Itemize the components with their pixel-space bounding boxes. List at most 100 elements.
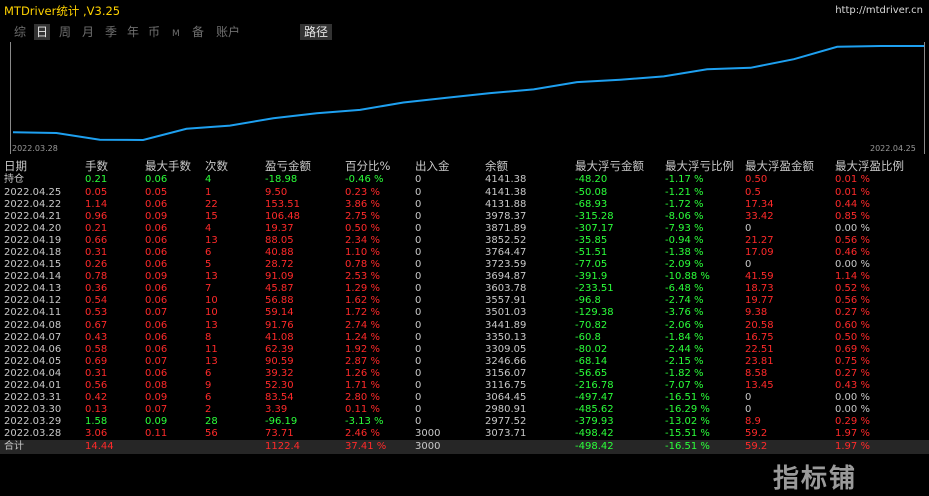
cell-max-lots: 0.07 [145,307,168,319]
cell-max-float-profit: 22.51 [745,343,774,355]
cell-pct: 1.92 % [345,343,380,355]
tab-day[interactable]: 日 [34,24,51,40]
app-url-link[interactable]: http://mtdriver.cn [835,5,923,16]
header-lots[interactable]: 手数 [85,159,108,173]
table-row[interactable]: 2022.04.18 0.31 0.06 6 40.88 1.10 % 0 3764.47 -5… [0,247,929,259]
cell-max-float-loss-pct: -16.29 % [665,404,710,416]
tab-quarter[interactable]: 季 [105,25,118,39]
cell-max-float-loss: -50.08 [575,186,608,198]
cell-date: 持仓 [4,174,24,185]
header-max-float-loss[interactable]: 最大浮亏金额 [575,159,644,173]
cell-max-float-loss: -233.51 [575,283,614,295]
table-row[interactable]: 2022.04.14 0.78 0.09 13 91.09 2.53 % 0 3694.87 -… [0,271,929,283]
table-row[interactable]: 2022.04.08 0.67 0.06 13 91.76 2.74 % 0 3441.89 -… [0,320,929,332]
header-pct[interactable]: 百分比% [345,159,391,173]
tab-year[interactable]: 年 [127,25,140,39]
chart-start-date: 2022.03.28 [12,144,58,153]
cell-trades: 13 [205,234,218,246]
header-pnl[interactable]: 盈亏金额 [265,159,311,173]
table-row[interactable]: 2022.04.05 0.69 0.07 13 90.59 2.87 % 0 3246.66 -… [0,356,929,368]
cell-pnl: 39.32 [265,367,294,379]
cell-max-float-loss-pct: -0.94 % [665,234,704,246]
cell-max-float-profit-pct: 0.27 % [835,307,870,319]
cell-lots: 0.31 [85,367,108,379]
cell-trades: 6 [205,367,212,379]
cell-trades: 6 [205,392,212,404]
cell-lots: 0.42 [85,392,108,404]
table-row[interactable]: 2022.04.13 0.36 0.06 7 45.87 1.29 % 0 3603.78 -2… [0,283,929,295]
table-row[interactable]: 2022.04.12 0.54 0.06 10 56.88 1.62 % 0 3557.91 -… [0,295,929,307]
table-row[interactable]: 2022.03.31 0.42 0.09 6 83.54 2.80 % 0 3064.45 -4… [0,392,929,404]
header-date[interactable]: 日期 [4,159,27,173]
table-row[interactable]: 2022.04.21 0.96 0.09 15 106.48 2.75 % 0 3978.37… [0,211,929,223]
cell-lots: 0.56 [85,380,108,391]
table-row[interactable]: 2022.03.29 1.58 0.09 28 -96.19 -3.13 % 0 2977.5… [0,416,929,428]
header-deposit[interactable]: 出入金 [415,159,450,173]
cell-deposit: 0 [415,283,422,295]
cell-pct: 0.50 % [345,222,380,234]
cell-trades: 7 [205,283,212,295]
tab-summary[interactable]: 综 [14,25,27,39]
table-row[interactable]: 2022.04.22 1.14 0.06 22 153.51 3.86 % 0 4131.88… [0,199,929,211]
cell-max-float-profit: 20.58 [745,319,774,331]
cell-date: 2022.04.05 [4,355,62,367]
tab-path[interactable]: 路径 [300,24,333,40]
table-row[interactable]: 2022.04.01 0.56 0.08 9 52.30 1.71 % 0 3116.75 -2… [0,380,929,392]
cell-date: 2022.04.19 [4,234,62,246]
header-max-lots[interactable]: 最大手数 [145,159,191,173]
cell-max-lots: 0.07 [145,355,168,367]
cell-max-lots: 0.09 [145,210,168,222]
header-max-float-profit-pct[interactable]: 最大浮盈比例 [835,159,904,173]
table-row[interactable]: 2022.04.11 0.53 0.07 10 59.14 1.72 % 0 3501.03 -… [0,307,929,319]
table-row-holding[interactable]: 持仓 0.21 0.06 4 -18.98 -0.46 % 0 4141.38 -48.20 -1… [0,174,929,187]
table-row[interactable]: 2022.04.19 0.66 0.06 13 88.05 2.34 % 0 3852.52 -… [0,235,929,247]
cell-trades: 13 [205,355,218,367]
tab-account[interactable]: 账户 [216,25,241,39]
header-max-float-profit[interactable]: 最大浮盈金额 [745,159,814,173]
cell-max-float-profit-pct: 0.56 % [835,234,870,246]
cell-pnl: 56.88 [265,295,294,307]
cell-max-float-profit-pct: 0.56 % [835,295,870,307]
cell-date: 2022.04.06 [4,343,62,355]
table-row[interactable]: 2022.04.15 0.26 0.06 5 28.72 0.78 % 0 3723.59 -7… [0,259,929,271]
total-max-float-loss: -498.42 [575,441,614,453]
tab-note[interactable]: 备 [192,25,205,39]
cell-deposit: 0 [415,404,422,416]
cell-pct: -3.13 % [345,416,384,428]
cell-max-float-loss: -129.38 [575,307,614,319]
tab-week[interactable]: 周 [59,25,72,39]
total-max-float-profit: 59.2 [745,441,768,453]
cell-max-float-profit-pct: 0.29 % [835,416,870,428]
table-header-row: 日期 手数 最大手数 次数 盈亏金额 百分比% 出入金 余额 最大浮亏金额 最大浮亏比例 最大浮盈金… [0,158,929,174]
tab-magic[interactable]: M [172,29,180,39]
cell-max-lots: 0.06 [145,222,168,234]
cell-pnl: 41.08 [265,331,294,343]
table-row[interactable]: 2022.03.28 3.06 0.11 56 73.71 2.46 % 3000 3073.… [0,428,929,440]
cell-max-float-profit-pct: 0.50 % [835,331,870,343]
cell-trades: 10 [205,295,218,307]
cell-max-float-loss-pct: -7.93 % [665,222,704,234]
cell-max-float-profit-pct: 0.01 % [835,186,870,198]
cell-pnl: 9.50 [265,186,288,198]
cell-pnl: 28.72 [265,259,294,271]
header-trades[interactable]: 次数 [205,159,228,173]
cell-max-float-loss-pct: -1.17 % [665,174,704,185]
table-total-row: 合计 14.44 1122.4 37.41 % 3000 -498.42 -16.51 % 5… [0,440,929,455]
table-body: 持仓 0.21 0.06 4 -18.98 -0.46 % 0 4141.38 -48.20 -1… [0,174,929,440]
table-row[interactable]: 2022.04.07 0.43 0.06 8 41.08 1.24 % 0 3350.13 -6… [0,332,929,344]
table-row[interactable]: 2022.04.20 0.21 0.06 4 19.37 0.50 % 0 3871.89 -3… [0,223,929,235]
cell-pct: 1.72 % [345,307,380,319]
table-row[interactable]: 2022.04.04 0.31 0.06 6 39.32 1.26 % 0 3156.07 -5… [0,368,929,380]
table-row[interactable]: 2022.04.25 0.05 0.05 1 9.50 0.23 % 0 4141.38 -50… [0,187,929,199]
header-max-float-loss-pct[interactable]: 最大浮亏比例 [665,159,734,173]
tab-currency[interactable]: 币 [148,25,161,39]
table-row[interactable]: 2022.03.30 0.13 0.07 2 3.39 0.11 % 0 2980.91 -48… [0,404,929,416]
cell-max-float-profit-pct: 0.60 % [835,319,870,331]
cell-max-float-loss: -68.14 [575,355,608,367]
header-balance[interactable]: 余额 [485,159,508,173]
tab-month[interactable]: 月 [82,25,95,39]
cell-max-float-profit-pct: 0.00 % [835,222,870,234]
cell-balance: 3441.89 [485,319,527,331]
table-row[interactable]: 2022.04.06 0.58 0.06 11 62.39 1.92 % 0 3309.05 -… [0,344,929,356]
cell-pnl: 3.39 [265,404,288,416]
